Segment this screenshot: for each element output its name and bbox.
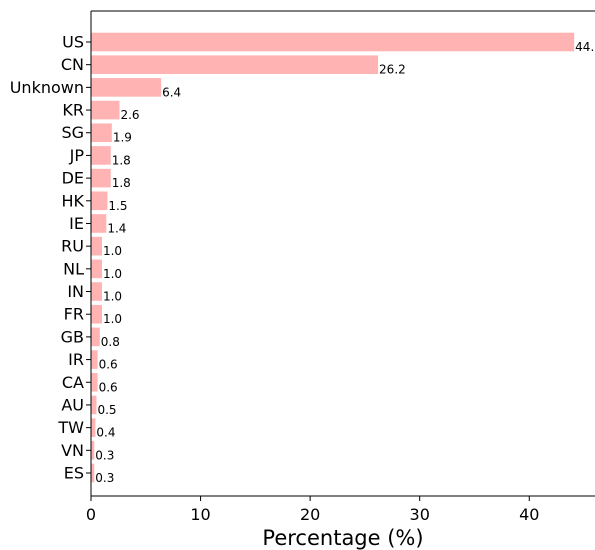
bar-es bbox=[91, 463, 95, 483]
value-label-us: 44.1 bbox=[575, 40, 595, 54]
x-tick-label-30: 30 bbox=[410, 505, 430, 524]
value-label-in: 1.0 bbox=[103, 290, 122, 304]
x-tick-label-40: 40 bbox=[519, 505, 539, 524]
bar-cn bbox=[91, 55, 379, 74]
x-tick-label-20: 20 bbox=[300, 505, 320, 524]
value-label-kr: 2.6 bbox=[120, 108, 139, 122]
category-label-gb: GB bbox=[61, 327, 84, 346]
value-label-de: 1.8 bbox=[112, 176, 131, 190]
value-label-tw: 0.4 bbox=[96, 426, 115, 440]
bar-vn bbox=[91, 441, 95, 460]
value-label-cn: 26.2 bbox=[379, 63, 406, 77]
category-label-vn: VN bbox=[61, 441, 84, 460]
bar-sg bbox=[91, 123, 112, 143]
category-label-es: ES bbox=[64, 464, 84, 483]
bar-in bbox=[91, 282, 102, 301]
category-label-ru: RU bbox=[61, 237, 84, 256]
category-label-ir: IR bbox=[68, 350, 84, 369]
plot-background bbox=[91, 11, 595, 496]
category-label-us: US bbox=[62, 33, 84, 52]
x-tick-label-0: 0 bbox=[86, 505, 96, 524]
category-label-au: AU bbox=[61, 395, 84, 414]
value-label-gb: 0.8 bbox=[101, 335, 120, 349]
x-axis-title: Percentage (%) bbox=[262, 526, 423, 550]
bar-us bbox=[91, 32, 575, 52]
category-label-ca: CA bbox=[62, 373, 84, 392]
value-label-ie: 1.4 bbox=[107, 221, 126, 235]
category-label-in: IN bbox=[67, 282, 84, 301]
value-label-unknown: 6.4 bbox=[162, 85, 181, 99]
value-labels-group: 44.1 26.2 6.4 2.6 1.9 1.8 1.8 1.5 1.4 1.0 1.0 1.0 1.… bbox=[95, 40, 595, 485]
bar-gb bbox=[91, 327, 100, 347]
category-label-sg: SG bbox=[61, 123, 84, 142]
bar-tw bbox=[91, 418, 96, 437]
category-label-de: DE bbox=[62, 169, 84, 188]
bar-de bbox=[91, 168, 111, 188]
bar-au bbox=[91, 395, 97, 415]
category-label-hk: HK bbox=[61, 191, 84, 210]
value-label-sg: 1.9 bbox=[113, 131, 132, 145]
bar-ir bbox=[91, 350, 98, 369]
value-label-jp: 1.8 bbox=[112, 153, 131, 167]
category-label-fr: FR bbox=[64, 305, 84, 324]
value-label-hk: 1.5 bbox=[108, 199, 127, 213]
value-label-vn: 0.3 bbox=[95, 448, 114, 462]
value-label-ru: 1.0 bbox=[103, 244, 122, 258]
category-label-unknown: Unknown bbox=[10, 78, 84, 97]
x-ticks-group: 0 10 20 30 40 bbox=[86, 41, 539, 524]
category-label-tw: TW bbox=[57, 418, 84, 437]
category-label-jp: JP bbox=[69, 146, 85, 165]
bars-group bbox=[91, 32, 575, 483]
bar-kr bbox=[91, 100, 120, 120]
category-labels-group: US CN Unknown KR SG JP DE HK IE RU NL IN FR GB IR CA AU T… bbox=[10, 33, 85, 483]
value-label-es: 0.3 bbox=[95, 471, 114, 485]
value-label-ir: 0.6 bbox=[99, 358, 118, 372]
bar-nl bbox=[91, 259, 102, 279]
category-label-nl: NL bbox=[63, 259, 84, 278]
value-label-ca: 0.6 bbox=[99, 380, 118, 394]
x-tick-label-10: 10 bbox=[190, 505, 210, 524]
bar-fr bbox=[91, 304, 102, 324]
bar-ca bbox=[91, 372, 98, 392]
bar-unknown bbox=[91, 78, 162, 97]
bar-hk bbox=[91, 191, 108, 211]
category-label-cn: CN bbox=[61, 55, 84, 74]
bar-ru bbox=[91, 236, 102, 256]
category-label-kr: KR bbox=[62, 101, 84, 120]
bar-ie bbox=[91, 214, 107, 233]
value-label-au: 0.5 bbox=[97, 403, 116, 417]
category-label-ie: IE bbox=[69, 214, 84, 233]
value-label-fr: 1.0 bbox=[103, 312, 122, 326]
bar-jp bbox=[91, 146, 111, 165]
value-label-nl: 1.0 bbox=[103, 267, 122, 281]
